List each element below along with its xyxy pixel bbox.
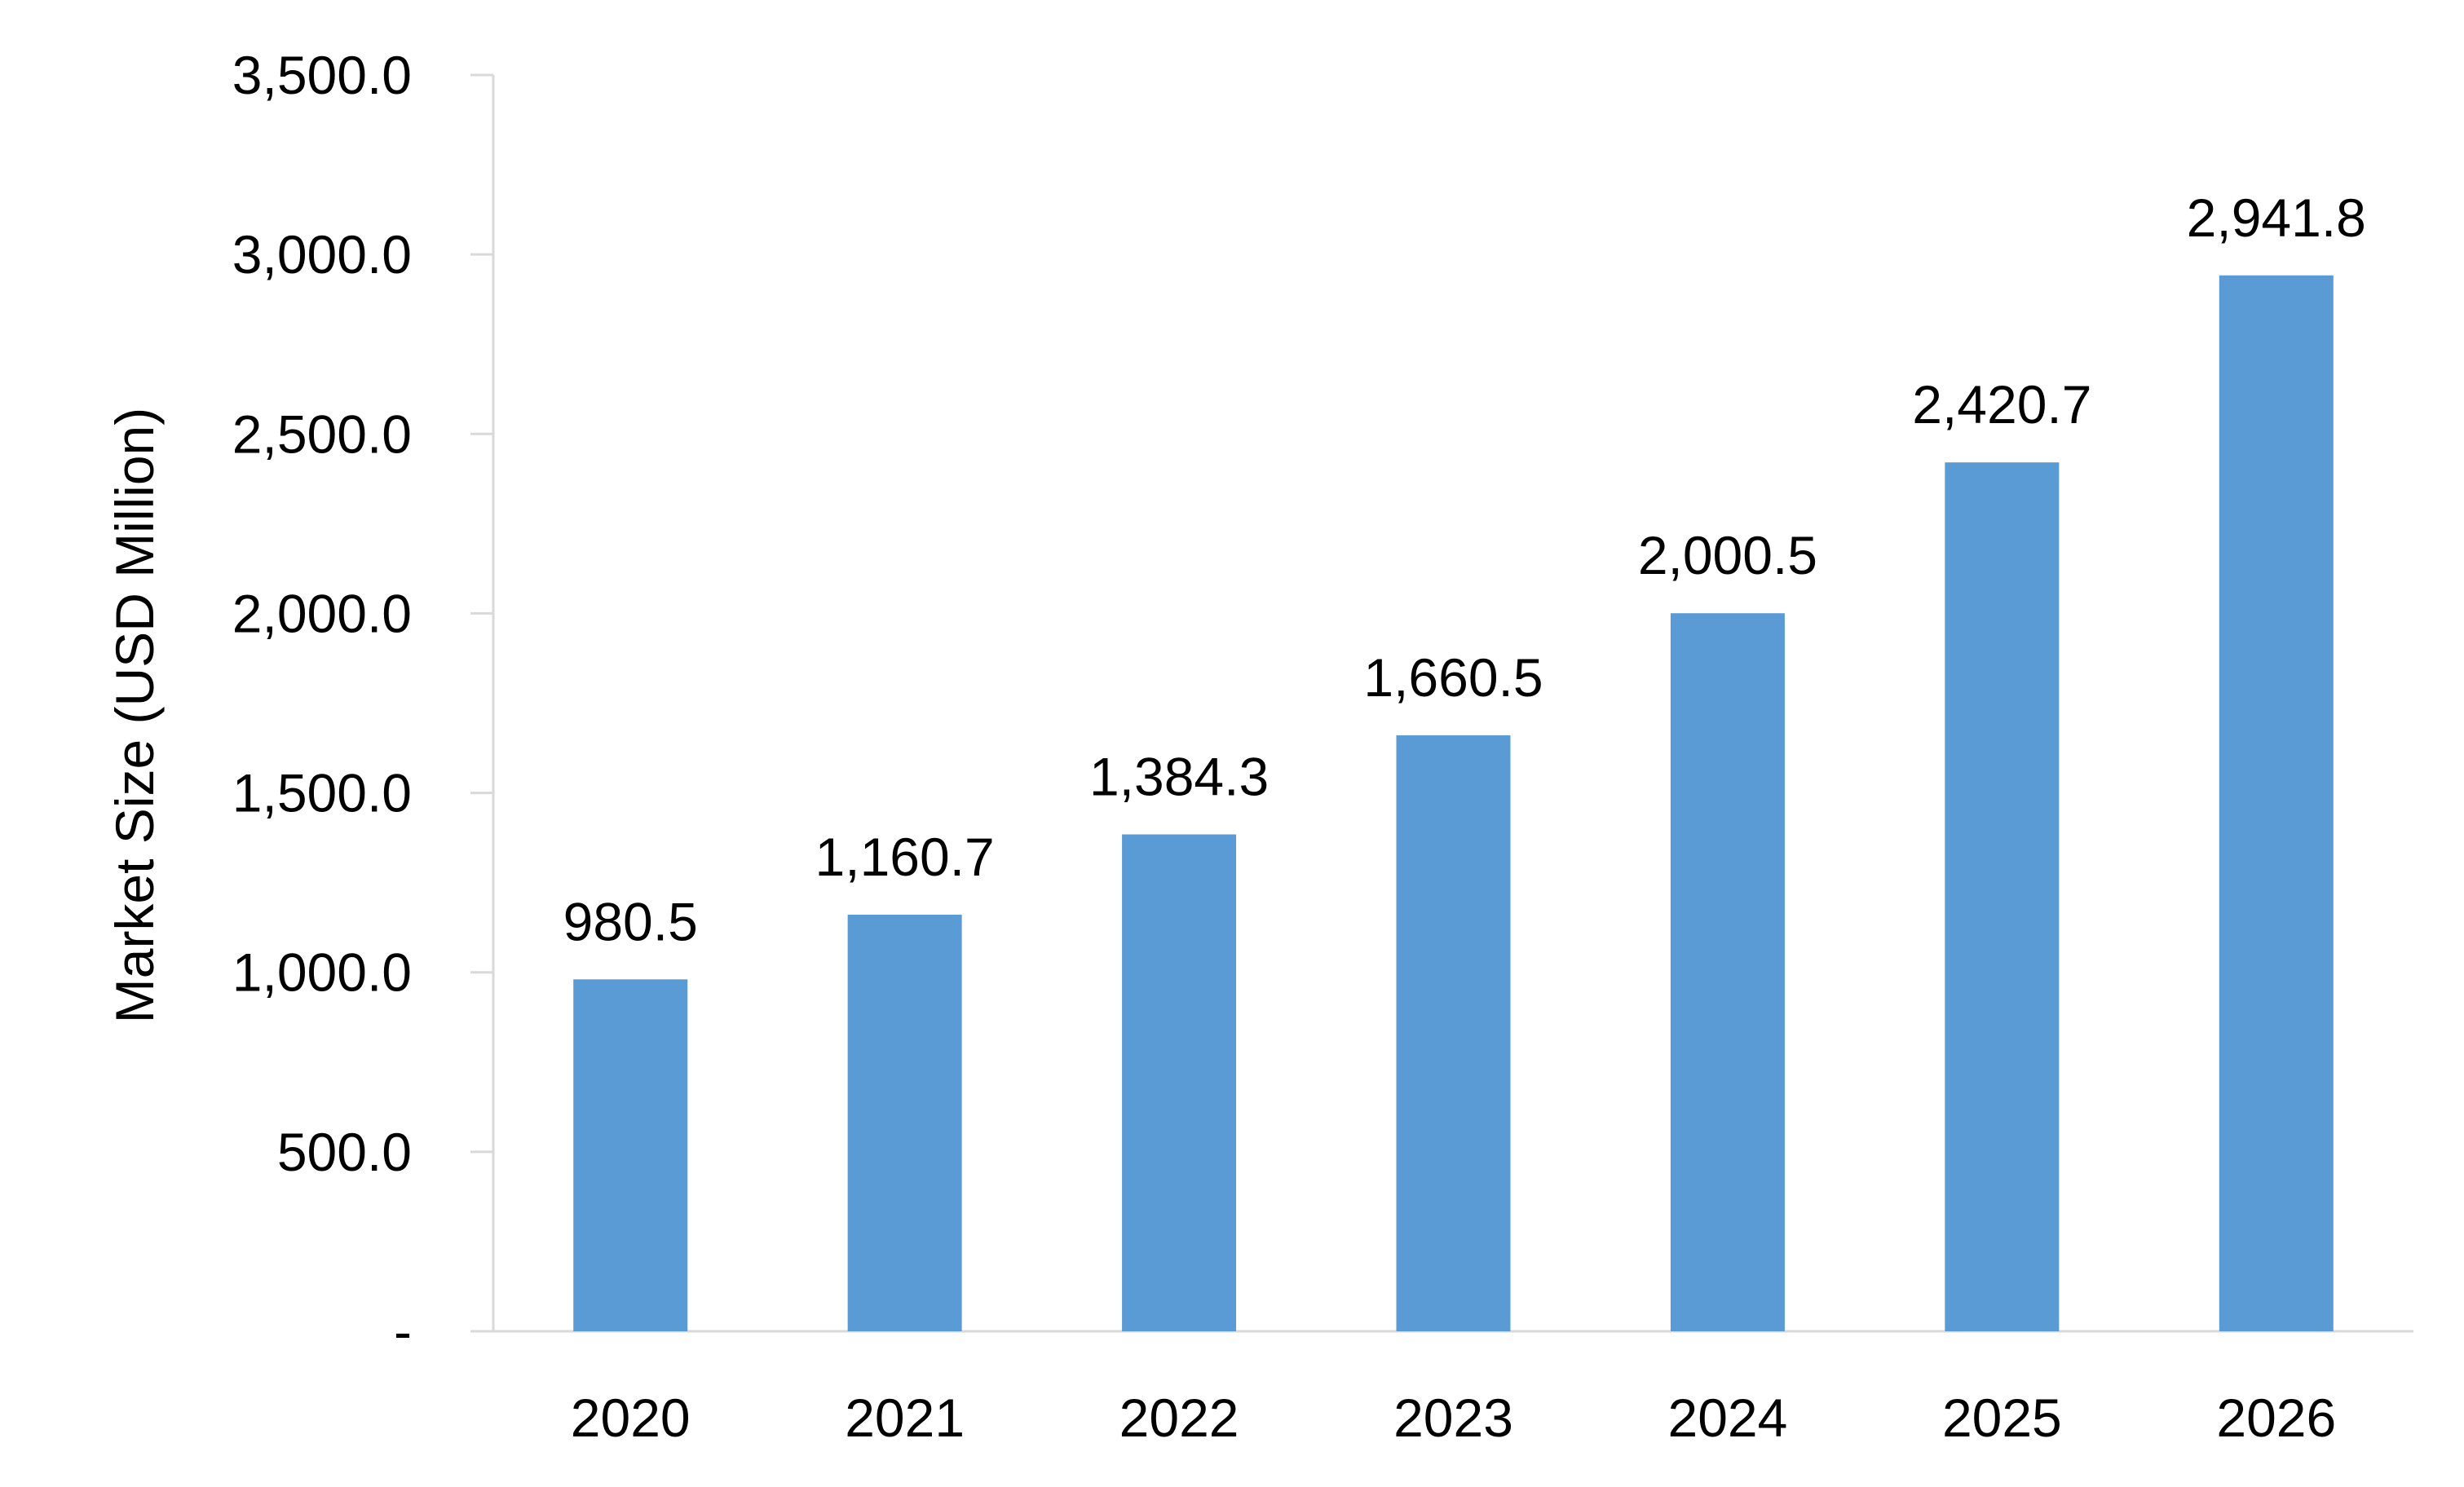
y-tick-label: 3,000.0 [232,224,412,285]
data-label-2022: 1,384.3 [1089,747,1269,807]
y-axis-title: Market Size (USD Million) [104,408,165,1023]
bar-2021 [847,914,962,1331]
bar-2024 [1670,613,1785,1331]
data-label-2023: 1,660.5 [1363,647,1543,708]
data-label-2024: 2,000.5 [1638,525,1817,585]
y-tick-label: 3,500.0 [232,45,412,105]
data-label-2020: 980.5 [563,891,698,951]
y-tick-label: 2,000.0 [232,583,412,643]
x-tick-label-2024: 2024 [1668,1388,1788,1448]
x-tick-label-2023: 2023 [1393,1388,1513,1448]
data-label-2026: 2,941.8 [2187,188,2366,248]
x-tick-label-2022: 2022 [1119,1388,1239,1448]
bar-2020 [573,979,688,1331]
bars [573,275,2334,1332]
x-tick-label-2021: 2021 [845,1388,965,1448]
data-label-2021: 1,160.7 [815,827,995,887]
x-tick-label-2025: 2025 [1942,1388,2062,1448]
x-tick-label-2020: 2020 [571,1388,691,1448]
y-tick-label: 500.0 [277,1122,412,1182]
data-label-2025: 2,420.7 [1912,374,2091,435]
y-tick-label: 1,000.0 [232,942,412,1003]
data-labels: 980.5 1,160.7 1,384.3 1,660.5 2,000.5 2,420.7… [563,188,2366,952]
bar-2023 [1396,735,1511,1331]
y-tick-label: 1,500.0 [232,763,412,823]
bar-2022 [1122,834,1237,1331]
x-axis: 2020 2021 2022 2023 2024 2025 2026 [470,1330,2413,1448]
bar-2025 [1945,462,2060,1331]
x-tick-label-2026: 2026 [2216,1388,2336,1448]
y-axis: - 500.0 1,000.0 1,500.0 2,000.0 2,500.0 3,000.… [232,45,495,1361]
y-tick-label: - [394,1301,412,1361]
bar-2026 [2219,275,2334,1332]
y-tick-label: 2,500.0 [232,404,412,464]
